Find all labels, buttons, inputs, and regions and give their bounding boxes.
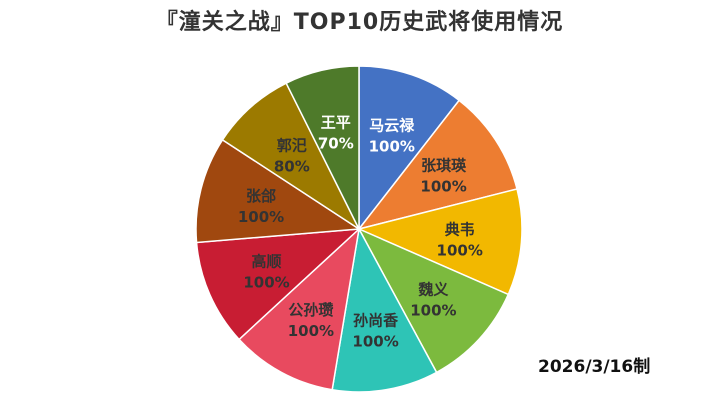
pie-slice-10 bbox=[285, 65, 360, 230]
slice-label-value-9: 80% bbox=[274, 158, 310, 176]
slice-label-name-7: 高顺 bbox=[251, 253, 281, 271]
pie-slice-1 bbox=[358, 65, 461, 232]
slice-label-name-6: 公孙瓒 bbox=[288, 301, 333, 319]
pie-slice-8 bbox=[195, 138, 362, 244]
pie-slice-4 bbox=[357, 227, 510, 374]
chart-title: 『潼关之战』TOP10历史武将使用情况 bbox=[155, 10, 564, 35]
chart-date-note: 2026/3/16制 bbox=[538, 357, 651, 377]
pie-slice-9 bbox=[221, 82, 361, 232]
slice-label-name-5: 孙尚香 bbox=[353, 312, 398, 330]
slice-label-value-7: 100% bbox=[243, 274, 289, 292]
slice-label-name-2: 张琪瑛 bbox=[421, 157, 467, 175]
pie-slice-5 bbox=[331, 226, 438, 393]
slice-label-value-3: 100% bbox=[437, 241, 483, 259]
slice-label-name-3: 典韦 bbox=[445, 220, 475, 238]
pie-slice-3 bbox=[356, 188, 523, 296]
slice-label-value-1: 100% bbox=[369, 137, 415, 155]
pie-slice-6 bbox=[238, 226, 361, 391]
slice-label-name-9: 郭汜 bbox=[277, 137, 307, 155]
slice-label-name-8: 张郃 bbox=[246, 187, 276, 205]
slice-label-name-4: 魏义 bbox=[417, 280, 448, 298]
slice-label-value-5: 100% bbox=[352, 333, 398, 351]
pie-slice-7 bbox=[195, 228, 362, 341]
slice-label-name-1: 马云禄 bbox=[369, 116, 415, 134]
slice-label-value-10: 70% bbox=[318, 135, 354, 153]
slice-label-value-6: 100% bbox=[288, 322, 334, 340]
slice-label-name-10: 王平 bbox=[321, 114, 351, 132]
slice-label-value-8: 100% bbox=[238, 208, 284, 226]
slice-label-value-4: 100% bbox=[410, 301, 456, 319]
slice-label-value-2: 100% bbox=[420, 178, 466, 196]
pie-slice-2 bbox=[357, 99, 518, 231]
